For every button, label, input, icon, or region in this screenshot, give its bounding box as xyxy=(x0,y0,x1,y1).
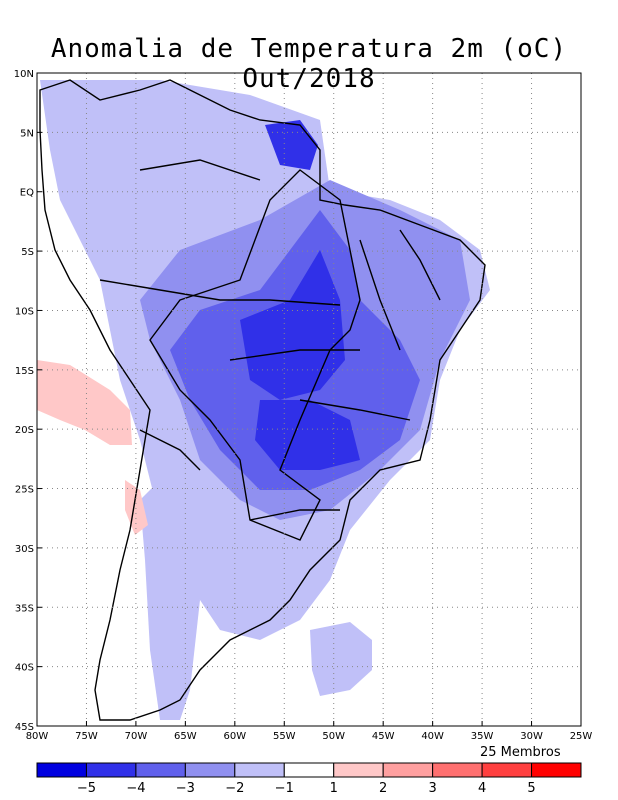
anomaly-region-deep-north xyxy=(265,120,318,170)
colorbar-swatch xyxy=(135,762,186,778)
colorbar-label: 2 xyxy=(379,781,387,796)
colorbar-label: 5 xyxy=(527,781,535,796)
inner-border-2 xyxy=(99,279,341,306)
x-tick-label: 80W xyxy=(26,731,49,742)
y-tick-label: 5S xyxy=(21,247,34,258)
colorbar-label: −4 xyxy=(126,781,145,796)
y-tick-label: 20S xyxy=(15,425,34,436)
anomaly-fill-layer xyxy=(37,80,490,720)
colorbar-label: 4 xyxy=(478,781,486,796)
colorbar-swatch xyxy=(283,762,335,778)
inner-border-6 xyxy=(139,429,201,471)
colorbar-label: −3 xyxy=(176,781,195,796)
y-tick-label: 45S xyxy=(15,722,34,733)
colorbar-swatch xyxy=(382,762,434,778)
y-tick-label: 35S xyxy=(15,603,34,614)
country-borders xyxy=(39,79,486,721)
map-title: Anomalia de Temperatura 2m (oC) Out/2018 xyxy=(50,34,568,94)
x-tick-label: 30W xyxy=(520,731,543,742)
anomaly-region-positive xyxy=(37,360,132,445)
colorbar-label: −2 xyxy=(225,781,244,796)
x-tick-label: 70W xyxy=(125,731,148,742)
x-tick-label: 25W xyxy=(570,731,593,742)
anomaly-region-deep xyxy=(240,250,345,400)
colorbar-swatch xyxy=(531,762,582,778)
colorbar-swatch xyxy=(36,762,87,778)
x-tick-label: 65W xyxy=(174,731,197,742)
y-tick-label: 5N xyxy=(20,128,34,139)
y-axis-labels: 10N 5N EQ 5S 10S 15S 20S 25S 30S 35S 40S 45S xyxy=(14,69,42,733)
members-label: 25 Membros xyxy=(480,745,561,760)
x-axis-labels: 80W 75W 70W 65W 60W 55W 50W 45W 40W 35W 30W 25W xyxy=(26,721,593,742)
colorbar-label: −1 xyxy=(275,781,294,796)
brazil-border xyxy=(149,169,361,541)
inner-border-7 xyxy=(359,239,401,351)
map-frame xyxy=(36,72,582,727)
anomaly-region-deep-2 xyxy=(255,400,360,470)
inner-border-4 xyxy=(299,399,411,421)
lat-lon-grid xyxy=(37,73,581,726)
y-tick-label: 25S xyxy=(15,485,34,496)
colorbar-swatch xyxy=(333,762,384,778)
x-tick-label: 60W xyxy=(224,731,247,742)
x-tick-label: 40W xyxy=(421,731,444,742)
inner-border-5 xyxy=(249,509,340,521)
colorbar-label: 3 xyxy=(428,781,436,796)
y-tick-label: 10N xyxy=(14,69,34,80)
colorbar: −5 −4 −3 −2 −1 1 2 3 4 5 xyxy=(36,762,582,796)
colorbar-swatch xyxy=(432,762,483,778)
inner-border-1 xyxy=(139,159,261,181)
y-tick-label: EQ xyxy=(20,188,34,199)
x-tick-label: 55W xyxy=(273,731,296,742)
anomaly-region-light-south xyxy=(310,622,372,696)
colorbar-swatch xyxy=(234,762,285,778)
colorbar-swatch xyxy=(85,762,137,778)
colorbar-swatch xyxy=(184,762,236,778)
inner-border-3 xyxy=(229,349,360,361)
anomaly-region-light-chile xyxy=(140,480,200,720)
y-tick-label: 15S xyxy=(15,366,34,377)
inner-border-8 xyxy=(399,229,441,301)
y-tick-label: 40S xyxy=(15,663,34,674)
x-tick-label: 35W xyxy=(471,731,494,742)
colorbar-label: −5 xyxy=(77,781,96,796)
x-tick-label: 45W xyxy=(372,731,395,742)
colorbar-swatch xyxy=(481,762,533,778)
x-tick-label: 50W xyxy=(322,731,345,742)
y-tick-label: 10S xyxy=(15,306,34,317)
x-tick-label: 75W xyxy=(75,731,98,742)
y-tick-label: 30S xyxy=(15,544,34,555)
continent-outline xyxy=(39,79,486,721)
colorbar-label: 1 xyxy=(330,781,338,796)
